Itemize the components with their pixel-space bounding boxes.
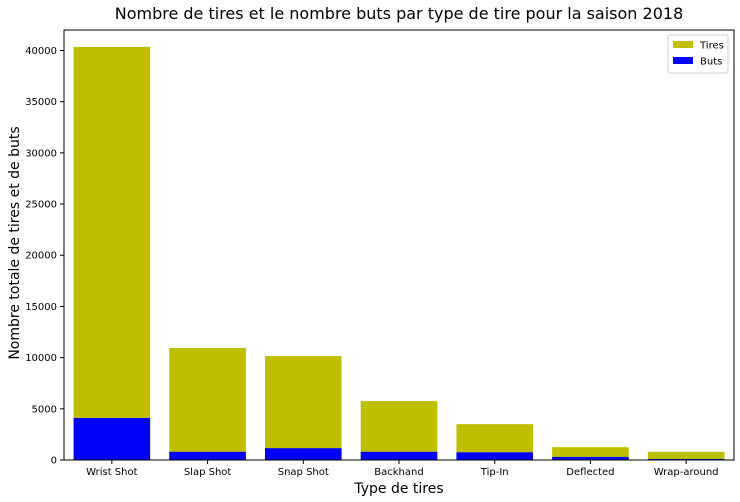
- bar-buts-1: [169, 451, 246, 460]
- legend: Tires Buts: [667, 34, 729, 74]
- bar-tires-5: [552, 447, 629, 460]
- y-tick-label-1: 5000: [32, 404, 57, 415]
- legend-label-tires: Tires: [699, 41, 724, 52]
- bar-buts-4: [456, 452, 533, 460]
- legend-label-buts: Buts: [700, 57, 722, 68]
- bar-buts-6: [647, 458, 725, 460]
- bar-buts-0: [73, 418, 151, 460]
- x-tick-label-4: Tip-In: [480, 467, 509, 478]
- bar-buts-3: [360, 451, 438, 460]
- legend-swatch-tires: [673, 41, 693, 48]
- bar-tires-0: [73, 46, 151, 461]
- y-tick-label-6: 30000: [25, 148, 57, 159]
- y-tick-label-2: 10000: [25, 353, 57, 364]
- x-tick-label-2: Snap Shot: [278, 467, 329, 478]
- y-tick-label-3: 15000: [25, 302, 57, 313]
- y-tick-label-5: 25000: [25, 200, 57, 211]
- bar-tires-3: [360, 401, 438, 460]
- y-tick-label-0: 0: [51, 456, 57, 467]
- plot-area: 0 5000 10000 15000 20000 25000 30000 35000 40000…: [25, 29, 735, 478]
- bar-buts-2: [265, 448, 342, 460]
- bar-buts-5: [552, 456, 629, 460]
- y-tick-label-8: 40000: [25, 46, 57, 57]
- x-tick-label-1: Slap Shot: [184, 467, 232, 478]
- x-tick-label-5: Deflected: [566, 467, 614, 478]
- bar-tires-1: [169, 347, 246, 460]
- y-tick-label-7: 35000: [25, 97, 57, 108]
- legend-swatch-buts: [673, 57, 693, 64]
- x-axis-label: Type de tires: [353, 481, 443, 497]
- bar-tires-2: [265, 356, 342, 460]
- bar-tires-6: [647, 451, 725, 460]
- plot-frame: [63, 29, 735, 461]
- y-tick-label-4: 20000: [25, 251, 57, 262]
- chart-title: Nombre de tires et le nombre buts par ty…: [115, 4, 684, 23]
- x-tick-label-6: Wrap-around: [654, 467, 719, 478]
- x-tick-label-0: Wrist Shot: [86, 467, 137, 478]
- y-axis-label: Nombre totale de tires et de buts: [7, 126, 23, 359]
- x-tick-label-3: Backhand: [374, 467, 423, 478]
